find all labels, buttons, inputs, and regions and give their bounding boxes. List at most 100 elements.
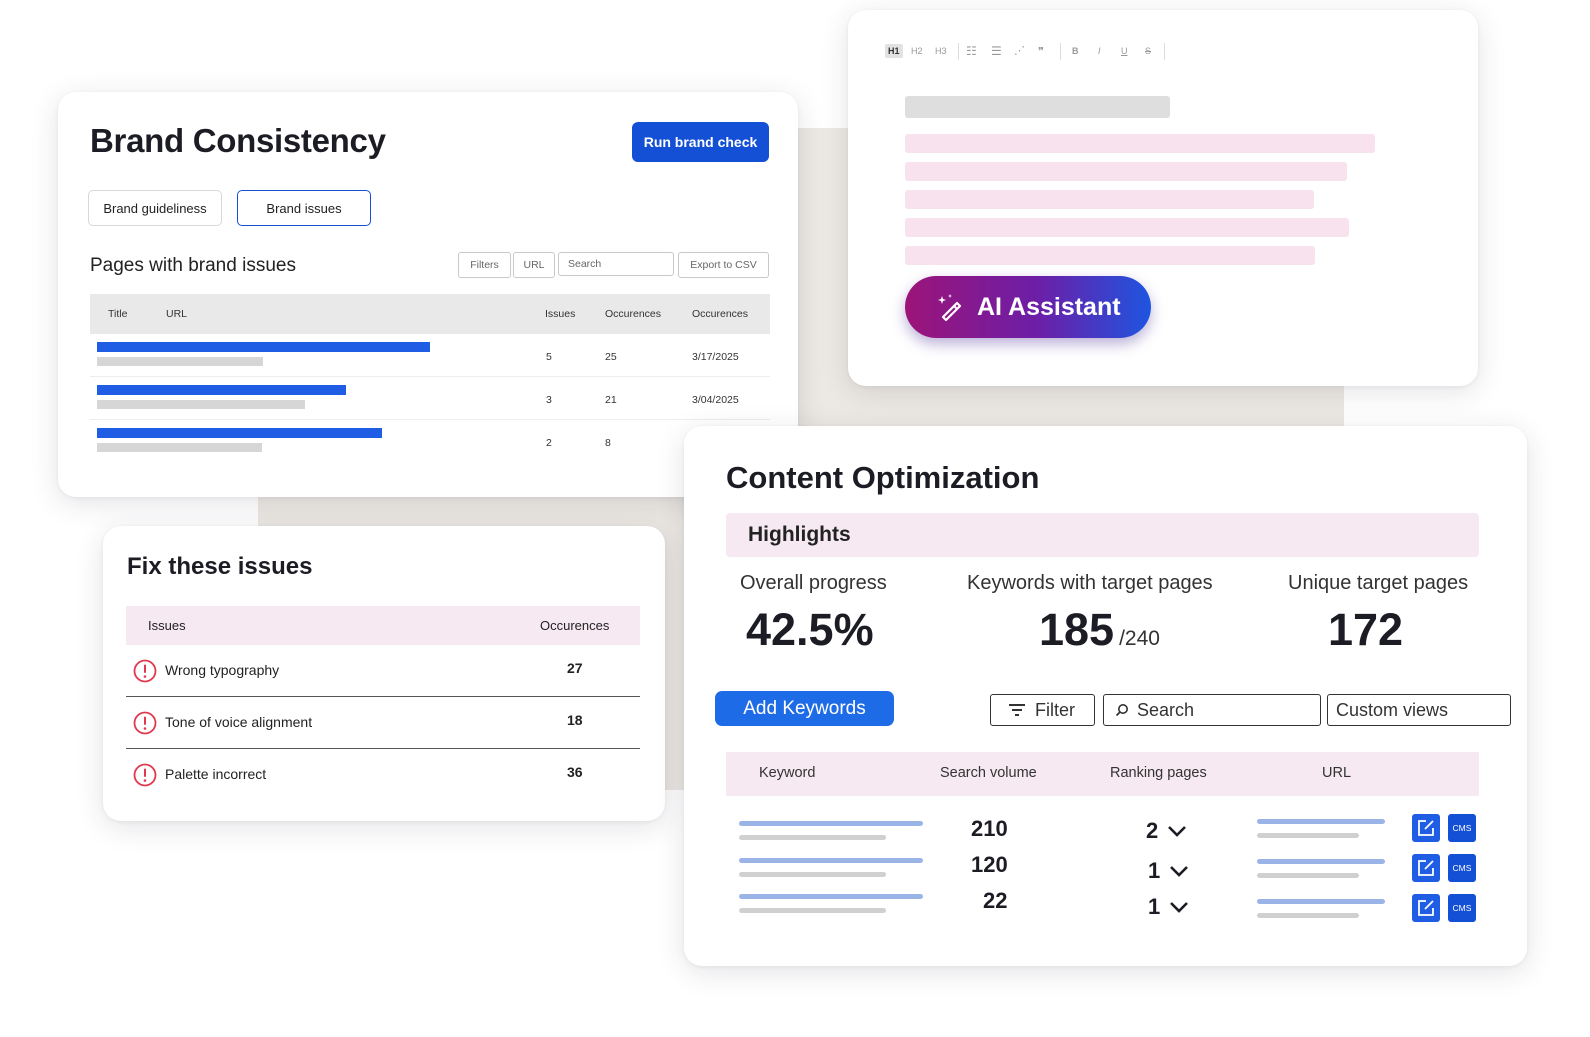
row-issues: 2	[546, 437, 552, 449]
url-button[interactable]: URL	[513, 252, 555, 278]
table-row[interactable]: 210 2 CMS	[726, 814, 1479, 850]
col-url: URL	[1322, 765, 1352, 781]
table-row[interactable]: 22 1 CMS	[726, 888, 1479, 930]
bold-button[interactable]: B	[1072, 46, 1079, 56]
text-line-placeholder	[905, 190, 1314, 209]
ranking-value: 1	[1148, 858, 1161, 883]
pages-with-issues-heading: Pages with brand issues	[90, 255, 296, 276]
export-csv-button[interactable]: Export to CSV	[678, 252, 769, 278]
cms-button[interactable]: CMS	[1448, 854, 1476, 882]
strikethrough-button[interactable]: S	[1145, 46, 1152, 56]
row-date: 3/04/2025	[692, 394, 739, 406]
issue-row[interactable]: Wrong typography 27	[126, 645, 640, 697]
ranking-pages-dropdown[interactable]: 1	[1148, 858, 1190, 884]
alert-icon	[133, 711, 157, 735]
h2-button[interactable]: H2	[911, 46, 923, 56]
col-issues: Issues	[148, 618, 186, 633]
bullet-list-icon[interactable]: ☰	[991, 44, 1002, 58]
numbered-list-icon[interactable]: ☷	[966, 44, 977, 58]
search-input[interactable]: Search	[558, 252, 674, 276]
keyword-placeholder	[739, 835, 886, 840]
underline-button[interactable]: U	[1121, 46, 1128, 56]
tab-brand-issues[interactable]: Brand issues	[237, 190, 371, 226]
add-keywords-button[interactable]: Add Keywords	[715, 691, 894, 726]
stat-number: 42.5%	[746, 604, 874, 655]
keyword-table-header: Keyword Search volume Ranking pages URL	[726, 752, 1479, 796]
issue-label: Wrong typography	[165, 662, 280, 678]
search-volume-value: 210	[971, 816, 1008, 841]
editor-card: H1 H2 H3 ☷ ☰ ⋰ ❞ B I U S AI Assistant	[848, 10, 1478, 386]
search-input[interactable]: Search	[1103, 694, 1321, 726]
row-occurences: 8	[605, 437, 611, 449]
stat-value: 42.5%	[746, 604, 874, 656]
keyword-placeholder	[739, 908, 886, 913]
edit-icon	[1418, 820, 1434, 836]
issue-count: 18	[567, 712, 583, 728]
quote-icon[interactable]: ❞	[1038, 46, 1044, 58]
fix-title: Fix these issues	[127, 553, 313, 580]
col-issues: Issues	[545, 308, 576, 320]
stat-label: Overall progress	[740, 572, 887, 594]
ranking-pages-dropdown[interactable]: 2	[1146, 818, 1188, 844]
ranking-pages-dropdown[interactable]: 1	[1148, 894, 1190, 920]
keyword-placeholder	[739, 872, 886, 877]
ai-assistant-button[interactable]: AI Assistant	[905, 276, 1151, 338]
magic-wand-icon	[938, 294, 962, 322]
edit-button[interactable]	[1412, 814, 1440, 842]
keyword-placeholder	[739, 821, 923, 826]
search-volume-value: 22	[983, 888, 1008, 913]
issue-row[interactable]: Tone of voice alignment 18	[126, 697, 640, 749]
run-brand-check-button[interactable]: Run brand check	[632, 122, 769, 162]
ai-assistant-label: AI Assistant	[977, 292, 1121, 321]
stat-total: /240	[1119, 627, 1160, 650]
table-row[interactable]: 5 25 3/17/2025	[90, 334, 770, 377]
filter-icon	[1009, 704, 1025, 716]
h3-button[interactable]: H3	[935, 46, 947, 56]
edit-button[interactable]	[1412, 854, 1440, 882]
search-volume-value: 120	[971, 852, 1008, 877]
edit-button[interactable]	[1412, 894, 1440, 922]
content-optimization-card: Content Optimization Highlights Overall …	[684, 426, 1527, 966]
col-ranking-pages: Ranking pages	[1110, 765, 1207, 781]
row-occurences: 21	[605, 394, 617, 406]
ranking-value: 1	[1148, 894, 1161, 919]
italic-button[interactable]: I	[1098, 46, 1101, 56]
col-url: URL	[166, 308, 188, 320]
h1-button[interactable]: H1	[885, 44, 903, 58]
edit-icon	[1418, 900, 1434, 916]
issue-row[interactable]: Palette incorrect 36	[126, 749, 640, 800]
stat-value: 172	[1328, 604, 1403, 656]
chevron-down-icon	[1170, 902, 1189, 913]
issue-count: 27	[567, 660, 583, 676]
search-icon	[1115, 704, 1128, 717]
highlights-bar: Highlights	[726, 513, 1479, 557]
edit-icon	[1418, 860, 1434, 876]
row-date: 3/17/2025	[692, 351, 739, 363]
table-row[interactable]: 2 8	[90, 420, 770, 462]
url-placeholder	[1257, 859, 1385, 864]
filter-button[interactable]: Filter	[990, 694, 1095, 726]
stat-value: 185/240	[1039, 604, 1160, 656]
custom-views-dropdown[interactable]: Custom views	[1327, 694, 1511, 726]
share-icon[interactable]: ⋰	[1014, 45, 1025, 57]
url-placeholder	[1257, 873, 1359, 878]
url-placeholder	[1257, 913, 1359, 918]
stat-label: Unique target pages	[1288, 572, 1469, 594]
col-occurences: Occurences	[605, 308, 662, 320]
content-title: Content Optimization	[726, 460, 1040, 495]
table-row[interactable]: 120 1 CMS	[726, 852, 1479, 890]
heading-placeholder	[905, 96, 1170, 118]
keyword-placeholder	[739, 894, 923, 899]
issue-count: 36	[567, 764, 583, 780]
tab-brand-guidelines[interactable]: Brand guideliness	[88, 190, 222, 226]
cms-button[interactable]: CMS	[1448, 894, 1476, 922]
filters-button[interactable]: Filters	[458, 252, 511, 278]
cms-button[interactable]: CMS	[1448, 814, 1476, 842]
stat-number: 172	[1328, 604, 1404, 655]
search-placeholder: Search	[1137, 699, 1195, 720]
chevron-down-icon	[1170, 866, 1189, 877]
table-row[interactable]: 3 21 3/04/2025	[90, 377, 770, 420]
col-search-volume: Search volume	[940, 765, 1037, 781]
brand-consistency-card: Brand Consistency Run brand check Brand …	[58, 92, 798, 497]
text-line-placeholder	[905, 246, 1315, 265]
